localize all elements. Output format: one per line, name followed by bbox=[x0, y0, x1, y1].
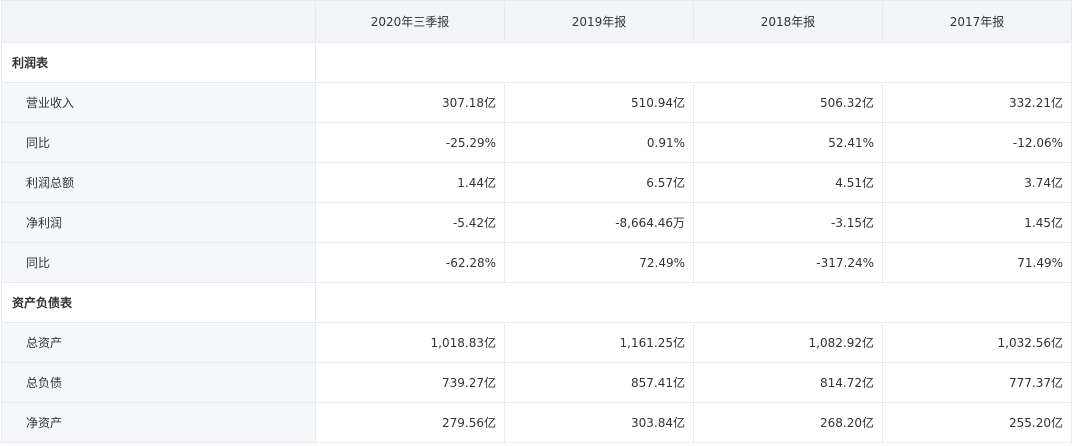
cell-value: 0.91% bbox=[504, 122, 694, 163]
cell-value: 268.20亿 bbox=[693, 402, 883, 443]
table-row: 总负债 739.27亿 857.41亿 814.72亿 777.37亿 bbox=[1, 362, 1072, 403]
row-label: 净利润 bbox=[1, 202, 316, 243]
cell-value: 72.49% bbox=[504, 242, 694, 283]
cell-value: 4.51亿 bbox=[693, 162, 883, 203]
cell-value: 1.44亿 bbox=[315, 162, 505, 203]
section-title: 利润表 bbox=[1, 42, 316, 83]
header-row: 2020年三季报 2019年报 2018年报 2017年报 bbox=[1, 0, 1072, 43]
cell-value: 6.57亿 bbox=[504, 162, 694, 203]
section-row: 利润表 bbox=[1, 42, 1072, 83]
column-header: 2020年三季报 bbox=[315, 0, 505, 43]
section-blank bbox=[315, 282, 1072, 323]
column-header: 2019年报 bbox=[504, 0, 694, 43]
table-row: 同比 -62.28% 72.49% -317.24% 71.49% bbox=[1, 242, 1072, 283]
cell-value: 1,161.25亿 bbox=[504, 322, 694, 363]
cell-value: 1,032.56亿 bbox=[882, 322, 1072, 363]
cell-value: 1.45亿 bbox=[882, 202, 1072, 243]
cell-value: 303.84亿 bbox=[504, 402, 694, 443]
row-label: 利润总额 bbox=[1, 162, 316, 203]
table-row: 利润总额 1.44亿 6.57亿 4.51亿 3.74亿 bbox=[1, 162, 1072, 203]
cell-value: 71.49% bbox=[882, 242, 1072, 283]
cell-value: 777.37亿 bbox=[882, 362, 1072, 403]
cell-value: 506.32亿 bbox=[693, 82, 883, 123]
row-label: 总资产 bbox=[1, 322, 316, 363]
row-label: 同比 bbox=[1, 122, 316, 163]
cell-value: -12.06% bbox=[882, 122, 1072, 163]
cell-value: -25.29% bbox=[315, 122, 505, 163]
table-row: 营业收入 307.18亿 510.94亿 506.32亿 332.21亿 bbox=[1, 82, 1072, 123]
cell-value: -62.28% bbox=[315, 242, 505, 283]
section-title: 资产负债表 bbox=[1, 282, 316, 323]
cell-value: -3.15亿 bbox=[693, 202, 883, 243]
cell-value: 279.56亿 bbox=[315, 402, 505, 443]
section-blank bbox=[315, 42, 1072, 83]
table-row: 净资产 279.56亿 303.84亿 268.20亿 255.20亿 bbox=[1, 402, 1072, 443]
table-row: 同比 -25.29% 0.91% 52.41% -12.06% bbox=[1, 122, 1072, 163]
row-label: 净资产 bbox=[1, 402, 316, 443]
row-label: 营业收入 bbox=[1, 82, 316, 123]
cell-value: 255.20亿 bbox=[882, 402, 1072, 443]
cell-value: 510.94亿 bbox=[504, 82, 694, 123]
cell-value: -317.24% bbox=[693, 242, 883, 283]
table-row: 净利润 -5.42亿 -8,664.46万 -3.15亿 1.45亿 bbox=[1, 202, 1072, 243]
column-header-blank bbox=[1, 0, 316, 43]
cell-value: 739.27亿 bbox=[315, 362, 505, 403]
cell-value: 857.41亿 bbox=[504, 362, 694, 403]
column-header: 2017年报 bbox=[882, 0, 1072, 43]
cell-value: 3.74亿 bbox=[882, 162, 1072, 203]
row-label: 总负债 bbox=[1, 362, 316, 403]
section-row: 资产负债表 bbox=[1, 282, 1072, 323]
column-header: 2018年报 bbox=[693, 0, 883, 43]
cell-value: 814.72亿 bbox=[693, 362, 883, 403]
cell-value: 52.41% bbox=[693, 122, 883, 163]
cell-value: 1,018.83亿 bbox=[315, 322, 505, 363]
cell-value: -8,664.46万 bbox=[504, 202, 694, 243]
cell-value: 307.18亿 bbox=[315, 82, 505, 123]
row-label: 同比 bbox=[1, 242, 316, 283]
cell-value: 1,082.92亿 bbox=[693, 322, 883, 363]
cell-value: -5.42亿 bbox=[315, 202, 505, 243]
table-row: 总资产 1,018.83亿 1,161.25亿 1,082.92亿 1,032.56亿 bbox=[1, 322, 1072, 363]
cell-value: 332.21亿 bbox=[882, 82, 1072, 123]
